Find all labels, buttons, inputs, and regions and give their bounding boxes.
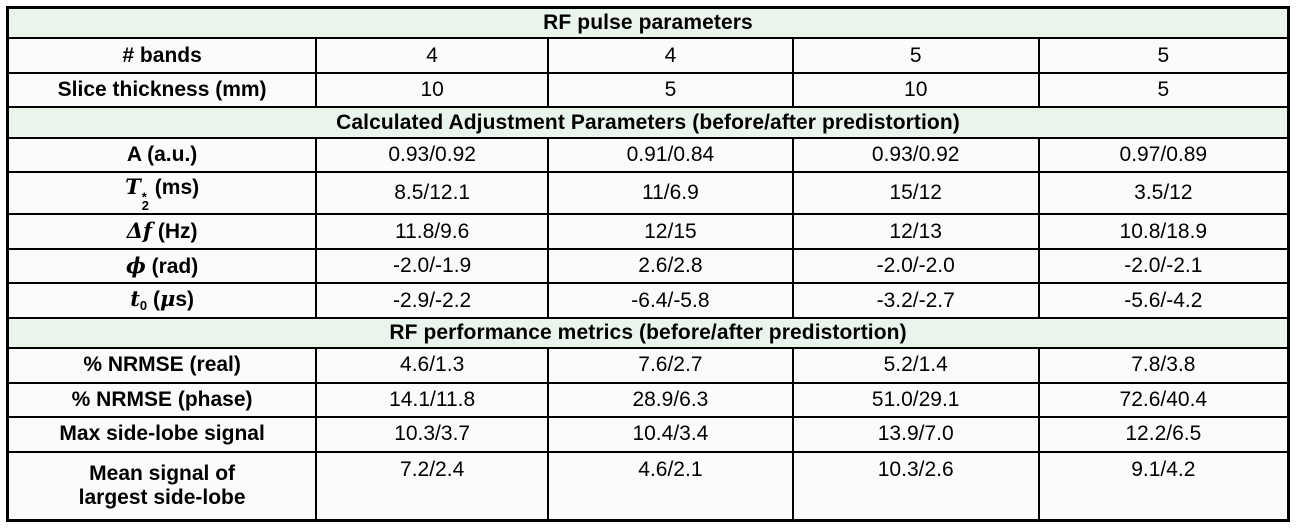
value-cell: 0.93/0.92 xyxy=(315,136,550,174)
value-cell: 7.8/3.8 xyxy=(1037,347,1290,384)
value-cell: -2.9/-2.2 xyxy=(315,282,550,319)
value-cell: 7.2/2.4 xyxy=(315,450,550,522)
value-cell: -5.6/-4.2 xyxy=(1037,282,1290,319)
section-row: Calculated Adjustment Parameters (before… xyxy=(6,106,1290,139)
value-cell: 7.6/2.7 xyxy=(547,347,794,384)
section-header: RF performance metrics (before/after pre… xyxy=(6,316,1290,350)
value-cell: 3.5/12 xyxy=(1037,171,1290,216)
data-row: t0 (μs) -2.9/-2.2 -6.4/-5.8 -3.2/-2.7 -5.6/-… xyxy=(6,282,1290,319)
value-cell: 12/15 xyxy=(547,213,794,250)
data-row: T * 2 (ms) 8.5/12.1 11/6.9 15/12 3.5/12 xyxy=(6,171,1290,216)
value-cell: 4 xyxy=(547,37,794,74)
value-cell: -2.0/-2.1 xyxy=(1037,247,1290,285)
data-row: Δf (Hz) 11.8/9.6 12/15 12/13 10.8/18.9 xyxy=(6,213,1290,250)
row-label: % NRMSE (phase) xyxy=(6,381,318,419)
value-cell: 14.1/11.8 xyxy=(315,381,550,419)
row-label: ϕ (rad) xyxy=(6,247,318,285)
value-cell: 2.6/2.8 xyxy=(547,247,794,285)
data-row: Slice thickness (mm) 10 5 10 5 xyxy=(6,71,1290,109)
row-label: Max side-lobe signal xyxy=(6,416,318,453)
value-cell: -2.0/-1.9 xyxy=(315,247,550,285)
data-row: Max side-lobe signal 10.3/3.7 10.4/3.4 13.9… xyxy=(6,416,1290,453)
section-row: RF pulse parameters xyxy=(6,6,1290,40)
value-cell: 12.2/6.5 xyxy=(1037,416,1290,453)
data-row: # bands 4 4 5 5 xyxy=(6,37,1290,74)
value-cell: 10.8/18.9 xyxy=(1037,213,1290,250)
value-cell: 13.9/7.0 xyxy=(791,416,1040,453)
value-cell: 10.3/2.6 xyxy=(791,450,1040,522)
row-label: T * 2 (ms) xyxy=(6,171,318,216)
section-row: RF performance metrics (before/after pre… xyxy=(6,316,1290,350)
value-cell: 4.6/1.3 xyxy=(315,347,550,384)
value-cell: 5.2/1.4 xyxy=(791,347,1040,384)
value-cell: 5 xyxy=(1037,37,1290,74)
row-label: Δf (Hz) xyxy=(6,213,318,250)
rf-parameters-table: RF pulse parameters # bands 4 4 5 5 Slice thic… xyxy=(6,6,1290,522)
value-cell: 4 xyxy=(315,37,550,74)
value-cell: 10.3/3.7 xyxy=(315,416,550,453)
row-label: % NRMSE (real) xyxy=(6,347,318,384)
value-cell: -2.0/-2.0 xyxy=(791,247,1040,285)
row-label: t0 (μs) xyxy=(6,282,318,319)
value-cell: 5 xyxy=(791,37,1040,74)
value-cell: 10.4/3.4 xyxy=(547,416,794,453)
value-cell: 51.0/29.1 xyxy=(791,381,1040,419)
value-cell: -3.2/-2.7 xyxy=(791,282,1040,319)
row-label: A (a.u.) xyxy=(6,136,318,174)
row-label: Slice thickness (mm) xyxy=(6,71,318,109)
value-cell: -6.4/-5.8 xyxy=(547,282,794,319)
data-row: % NRMSE (phase) 14.1/11.8 28.9/6.3 51.0/29.… xyxy=(6,381,1290,419)
table-body: RF pulse parameters # bands 4 4 5 5 Slice thic… xyxy=(6,6,1290,522)
section-header: Calculated Adjustment Parameters (before… xyxy=(6,106,1290,139)
value-cell: 0.93/0.92 xyxy=(791,136,1040,174)
value-cell: 11.8/9.6 xyxy=(315,213,550,250)
value-cell: 4.6/2.1 xyxy=(547,450,794,522)
data-row: Mean signal of largest side-lobe 7.2/2.4 4.… xyxy=(6,450,1290,522)
value-cell: 28.9/6.3 xyxy=(547,381,794,419)
data-row: % NRMSE (real) 4.6/1.3 7.6/2.7 5.2/1.4 7.8/3… xyxy=(6,347,1290,384)
section-header: RF pulse parameters xyxy=(6,6,1290,40)
value-cell: 72.6/40.4 xyxy=(1037,381,1290,419)
value-cell: 0.97/0.89 xyxy=(1037,136,1290,174)
value-cell: 12/13 xyxy=(791,213,1040,250)
value-cell: 10 xyxy=(315,71,550,109)
value-cell: 0.91/0.84 xyxy=(547,136,794,174)
value-cell: 9.1/4.2 xyxy=(1037,450,1290,522)
value-cell: 5 xyxy=(547,71,794,109)
value-cell: 10 xyxy=(791,71,1040,109)
value-cell: 5 xyxy=(1037,71,1290,109)
value-cell: 11/6.9 xyxy=(547,171,794,216)
value-cell: 8.5/12.1 xyxy=(315,171,550,216)
data-row: A (a.u.) 0.93/0.92 0.91/0.84 0.93/0.92 0.97/… xyxy=(6,136,1290,174)
data-row: ϕ (rad) -2.0/-1.9 2.6/2.8 -2.0/-2.0 -2.0/-2.… xyxy=(6,247,1290,285)
sub-sup-stack: * 2 xyxy=(141,189,149,214)
row-label: # bands xyxy=(6,37,318,74)
row-label: Mean signal of largest side-lobe xyxy=(6,450,318,522)
value-cell: 15/12 xyxy=(791,171,1040,216)
